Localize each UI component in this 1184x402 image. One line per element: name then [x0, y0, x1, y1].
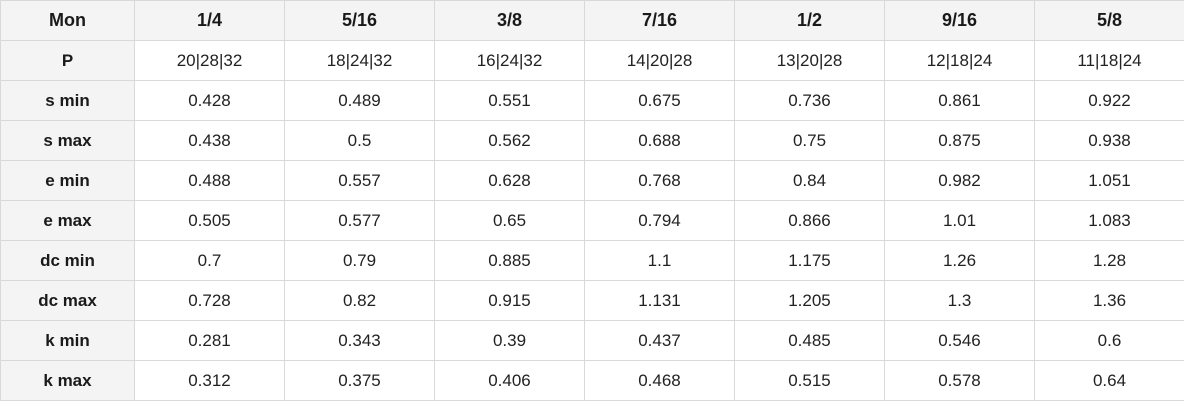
header-cell-size: 3/8: [434, 0, 585, 41]
table-cell: 0.578: [884, 360, 1035, 401]
table-cell: 0.406: [434, 360, 585, 401]
table-cell: 0.982: [884, 160, 1035, 201]
row-label: s min: [0, 80, 135, 121]
table-row: dc min 0.7 0.79 0.885 1.1 1.175 1.26 1.28: [0, 240, 1184, 281]
row-label: P: [0, 40, 135, 81]
table-row: s min 0.428 0.489 0.551 0.675 0.736 0.861 0.922: [0, 80, 1184, 121]
header-cell-size: 7/16: [584, 0, 735, 41]
table-cell: 0.866: [734, 200, 885, 241]
table-cell: 13|20|28: [734, 40, 885, 81]
table-cell: 1.051: [1034, 160, 1184, 201]
header-row: Mon 1/4 5/16 3/8 7/16 1/2 9/16 5/8: [0, 0, 1184, 41]
table-cell: 1.26: [884, 240, 1035, 281]
table-cell: 0.768: [584, 160, 735, 201]
table-cell: 0.82: [284, 280, 435, 321]
table-cell: 0.488: [134, 160, 285, 201]
row-label: e min: [0, 160, 135, 201]
table-cell: 16|24|32: [434, 40, 585, 81]
table-cell: 0.375: [284, 360, 435, 401]
row-label: k max: [0, 360, 135, 401]
table-cell: 0.468: [584, 360, 735, 401]
table-cell: 0.39: [434, 320, 585, 361]
table-cell: 18|24|32: [284, 40, 435, 81]
table-cell: 1.1: [584, 240, 735, 281]
table-cell: 0.65: [434, 200, 585, 241]
table-cell: 0.551: [434, 80, 585, 121]
table-cell: 0.515: [734, 360, 885, 401]
table-cell: 0.5: [284, 120, 435, 161]
table-cell: 1.01: [884, 200, 1035, 241]
table-cell: 0.577: [284, 200, 435, 241]
table-row: e min 0.488 0.557 0.628 0.768 0.84 0.982 1.051: [0, 160, 1184, 201]
table-cell: 0.75: [734, 120, 885, 161]
header-cell-size: 5/8: [1034, 0, 1184, 41]
table-cell: 0.437: [584, 320, 735, 361]
table-cell: 0.938: [1034, 120, 1184, 161]
row-label: dc max: [0, 280, 135, 321]
table-cell: 0.281: [134, 320, 285, 361]
header-cell-size: 9/16: [884, 0, 1035, 41]
row-label: dc min: [0, 240, 135, 281]
table-cell: 1.083: [1034, 200, 1184, 241]
table-body: P 20|28|32 18|24|32 16|24|32 14|20|28 13|20|2…: [0, 40, 1184, 401]
header-cell-size: 1/4: [134, 0, 285, 41]
table-cell: 0.628: [434, 160, 585, 201]
table-cell: 1.36: [1034, 280, 1184, 321]
table-row: dc max 0.728 0.82 0.915 1.131 1.205 1.3 1.36: [0, 280, 1184, 321]
table-cell: 20|28|32: [134, 40, 285, 81]
table-cell: 1.3: [884, 280, 1035, 321]
table-cell: 0.7: [134, 240, 285, 281]
table-cell: 0.728: [134, 280, 285, 321]
table-cell: 0.79: [284, 240, 435, 281]
table-cell: 0.736: [734, 80, 885, 121]
header-cell-size: 5/16: [284, 0, 435, 41]
table-cell: 12|18|24: [884, 40, 1035, 81]
table-cell: 0.84: [734, 160, 885, 201]
table-cell: 0.64: [1034, 360, 1184, 401]
header-cell-mon: Mon: [0, 0, 135, 41]
table-cell: 0.794: [584, 200, 735, 241]
table-row: e max 0.505 0.577 0.65 0.794 0.866 1.01 1.083: [0, 200, 1184, 241]
table-row: k min 0.281 0.343 0.39 0.437 0.485 0.546 0.6: [0, 320, 1184, 361]
table-cell: 1.205: [734, 280, 885, 321]
table-cell: 14|20|28: [584, 40, 735, 81]
table-cell: 1.175: [734, 240, 885, 281]
table-cell: 0.546: [884, 320, 1035, 361]
table-cell: 0.915: [434, 280, 585, 321]
table-cell: 0.557: [284, 160, 435, 201]
table-cell: 0.885: [434, 240, 585, 281]
row-label: k min: [0, 320, 135, 361]
table-cell: 0.428: [134, 80, 285, 121]
table-cell: 0.861: [884, 80, 1035, 121]
table-cell: 1.131: [584, 280, 735, 321]
table-header: Mon 1/4 5/16 3/8 7/16 1/2 9/16 5/8: [0, 0, 1184, 41]
header-cell-size: 1/2: [734, 0, 885, 41]
table-cell: 0.688: [584, 120, 735, 161]
table-cell: 0.312: [134, 360, 285, 401]
table-cell: 0.485: [734, 320, 885, 361]
table-cell: 0.875: [884, 120, 1035, 161]
row-label: s max: [0, 120, 135, 161]
table-row: s max 0.438 0.5 0.562 0.688 0.75 0.875 0.938: [0, 120, 1184, 161]
table-cell: 0.922: [1034, 80, 1184, 121]
table-cell: 0.489: [284, 80, 435, 121]
table-cell: 0.675: [584, 80, 735, 121]
table-cell: 0.562: [434, 120, 585, 161]
table-cell: 11|18|24: [1034, 40, 1184, 81]
table-row: P 20|28|32 18|24|32 16|24|32 14|20|28 13|20|2…: [0, 40, 1184, 81]
table-cell: 1.28: [1034, 240, 1184, 281]
row-label: e max: [0, 200, 135, 241]
table-row: k max 0.312 0.375 0.406 0.468 0.515 0.578 0.64: [0, 360, 1184, 401]
table-cell: 0.505: [134, 200, 285, 241]
table-cell: 0.6: [1034, 320, 1184, 361]
table-cell: 0.343: [284, 320, 435, 361]
table-cell: 0.438: [134, 120, 285, 161]
